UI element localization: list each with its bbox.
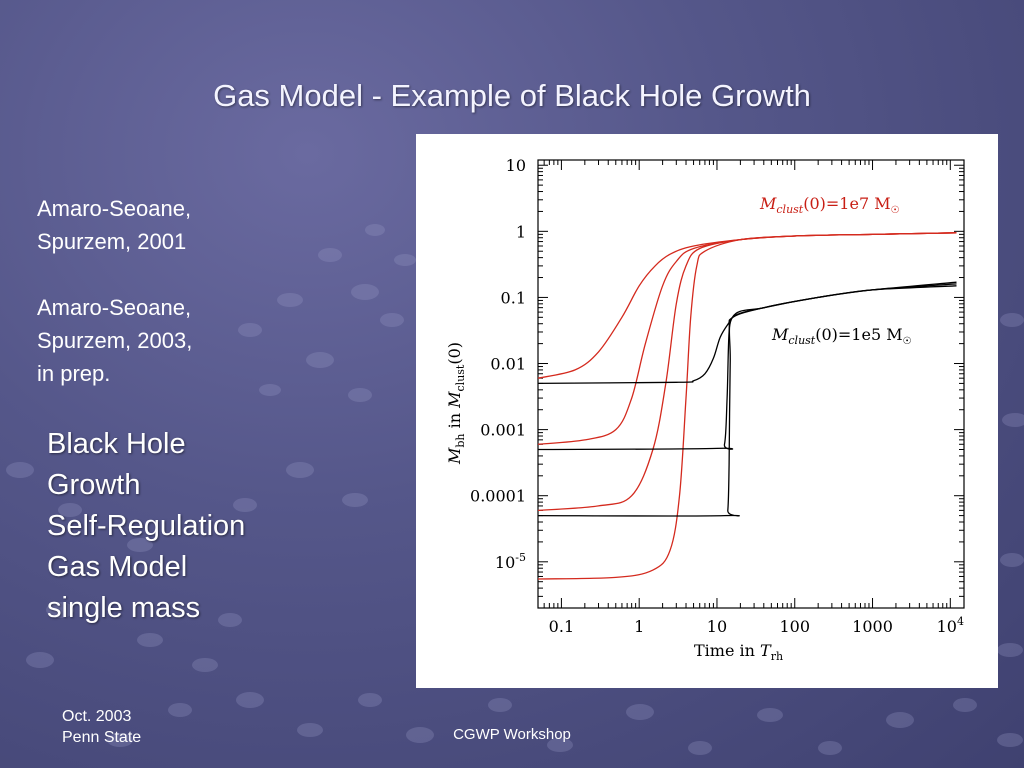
black-curve-5 <box>537 283 957 451</box>
plot-frame <box>537 159 965 609</box>
svg-text:Mbh in Mclust(0): Mbh in Mclust(0) <box>445 342 467 465</box>
reference-line: Spurzem, 2001 <box>37 229 187 254</box>
annotation-black: Mclust(0)=1e5 M☉ <box>771 325 912 347</box>
footer-venue: Penn State <box>62 729 142 746</box>
black-curve-6 <box>537 285 957 517</box>
topic-line: Growth <box>47 469 141 501</box>
footer-date: Oct. 2003 <box>62 708 132 725</box>
axis-labels: 0.1 1 10 100 1000 104 10 1 0.1 0.01 0.001 0.0001 10-… <box>470 156 964 636</box>
reference-line: Amaro-Seoane, <box>37 295 192 320</box>
x-tick-label: 1000 <box>852 617 893 636</box>
y-tick-label: 0.001 <box>480 421 526 440</box>
x-tick-label: 10 <box>707 617 727 636</box>
y-tick-label: 1 <box>516 222 526 241</box>
annotation-red: Mclust(0)=1e7 M☉ <box>759 194 900 216</box>
chart-curves <box>537 232 957 580</box>
x-axis-title: Time in Trh <box>694 641 783 663</box>
y-tick-label: 0.1 <box>501 288 526 307</box>
topic-line: Black Hole <box>47 428 186 460</box>
x-tick-label: 0.1 <box>549 617 574 636</box>
y-tick-label: 0.01 <box>490 355 526 374</box>
y-tick-label: 10 <box>506 156 526 175</box>
footer-date-venue: Oct. 2003 Penn State <box>62 706 141 748</box>
topic-line: Gas Model <box>47 551 188 583</box>
y-tick-label: 10-5 <box>495 551 526 572</box>
footer-workshop: CGWP Workshop <box>453 726 571 743</box>
y-axis-title: Mbh in Mclust(0) <box>445 342 467 465</box>
red-curve-3 <box>537 232 957 580</box>
y-tick-label: 0.0001 <box>470 487 526 506</box>
red-curve-0 <box>537 232 957 379</box>
topics-block: Black Hole Growth Self-Regulation Gas Mo… <box>47 424 387 629</box>
x-tick-label: 1 <box>634 617 644 636</box>
x-tick-label: 104 <box>937 615 964 636</box>
references-block: Amaro-Seoane, Spurzem, 2001 Amaro-Seoane… <box>37 192 377 390</box>
bh-growth-chart: 0.1 1 10 100 1000 104 10 1 0.1 0.01 0.001 0.0001 10-… <box>445 156 965 663</box>
topic-line: Self-Regulation <box>47 510 246 542</box>
figure-panel: 0.1 1 10 100 1000 104 10 1 0.1 0.01 0.001 0.0001 10-… <box>416 134 998 688</box>
red-curve-2 <box>537 232 957 512</box>
topic-line: single mass <box>47 592 201 624</box>
reference-line: Spurzem, 2003, <box>37 328 193 353</box>
reference-gap <box>37 258 377 291</box>
axis-ticks <box>537 160 964 609</box>
reference-line: Amaro-Seoane, <box>37 196 192 221</box>
slide-title: Gas Model - Example of Black Hole Growth <box>213 78 811 113</box>
reference-line: in prep. <box>37 361 111 386</box>
x-tick-label: 100 <box>779 617 810 636</box>
